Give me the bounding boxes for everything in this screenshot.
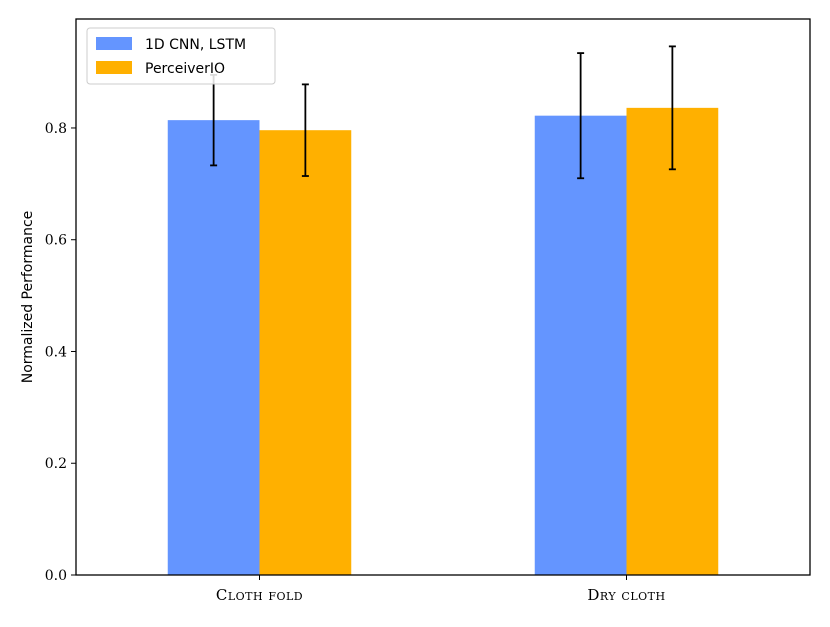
- legend: 1D CNN, LSTM PerceiverIO: [86, 27, 276, 85]
- y-axis-label: Normalized Performance: [20, 211, 36, 384]
- x-tick-label: Dry cloth: [587, 586, 665, 604]
- bar-2-1: [259, 130, 352, 575]
- y-tick-label: 0.4: [45, 344, 67, 360]
- legend-label: 1D CNN, LSTM: [145, 37, 246, 53]
- errorbars-layer: [210, 45, 676, 180]
- x-axis-ticks: Cloth fold Dry cloth: [216, 575, 665, 604]
- bar-2-2: [626, 107, 719, 576]
- y-tick-label: 0.2: [45, 456, 67, 472]
- legend-swatch: [96, 37, 132, 50]
- legend-box: [86, 27, 276, 85]
- y-axis-ticks: 0.0 0.2 0.4 0.6 0.8: [45, 121, 76, 584]
- bars-layer: [167, 107, 719, 576]
- legend-label: PerceiverIO: [145, 61, 225, 77]
- y-tick-label: 0.8: [45, 121, 67, 137]
- plot-frame: [75, 18, 811, 576]
- y-tick-label: 0.0: [45, 568, 67, 584]
- bar-1-1: [167, 120, 260, 575]
- legend-swatch: [96, 61, 132, 74]
- x-tick-label: Cloth fold: [216, 586, 303, 604]
- bar-1-2: [534, 115, 627, 575]
- y-tick-label: 0.6: [45, 233, 67, 249]
